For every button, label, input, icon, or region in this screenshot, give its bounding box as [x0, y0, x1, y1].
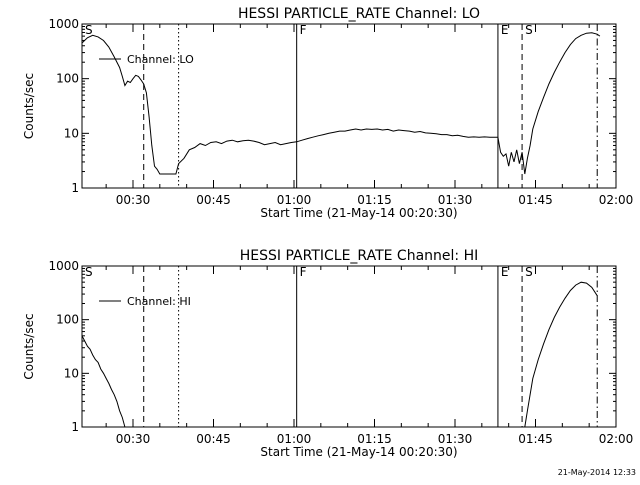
y-tick-label: 10 [64, 366, 79, 380]
x-tick-label: 02:00 [599, 432, 634, 446]
marker-label: F [300, 23, 307, 37]
x-axis-label: Start Time (21-May-14 00:20:30) [260, 445, 457, 459]
plot-frame [81, 23, 617, 189]
x-tick-label: 01:30 [438, 193, 473, 207]
y-tick-label: 100 [56, 72, 79, 86]
marker-label: F [300, 265, 307, 279]
x-tick-label: 02:00 [599, 193, 634, 207]
x-tick-label: 01:00 [277, 193, 312, 207]
chart-panel-2: HESSI PARTICLE_RATE Channel: HI 1 10 100 100… [22, 248, 633, 459]
y-tick-label: 100 [56, 313, 79, 327]
x-tick-label: 01:15 [357, 193, 392, 207]
y-axis-label: Counts/sec [22, 313, 36, 379]
timestamp-footer: 21-May-2014 12:33 [557, 468, 636, 477]
y-tick-label: 1 [71, 181, 79, 195]
chart-panel-1: HESSI PARTICLE_RATE Channel: LO 1 10 100 100… [22, 6, 633, 220]
x-tick-label: 00:30 [116, 432, 151, 446]
x-tick-label: 01:00 [277, 432, 312, 446]
chart-title: HESSI PARTICLE_RATE Channel: HI [240, 248, 478, 264]
x-tick-label: 01:30 [438, 432, 473, 446]
marker-label: S [85, 23, 93, 37]
x-tick-label: 01:45 [518, 432, 553, 446]
marker-label: S [85, 265, 93, 279]
x-axis-label: Start Time (21-May-14 00:20:30) [260, 206, 457, 220]
marker-label: E [501, 23, 509, 37]
legend-label: Channel: HI [127, 295, 191, 308]
x-tick-label: 00:45 [196, 193, 231, 207]
x-tick-label: 01:45 [518, 193, 553, 207]
marker-label: E [501, 265, 509, 279]
x-tick-label: 00:30 [116, 193, 151, 207]
series-line [81, 335, 126, 428]
marker-label: S [525, 265, 533, 279]
legend-label: Channel: LO [127, 53, 194, 66]
x-tick-label: 00:45 [196, 432, 231, 446]
marker-label: S [525, 23, 533, 37]
chart-title: HESSI PARTICLE_RATE Channel: LO [238, 6, 480, 22]
x-tick-label: 01:15 [357, 432, 392, 446]
y-tick-label: 1000 [48, 17, 79, 31]
y-tick-label: 10 [64, 126, 79, 140]
series-line [524, 281, 598, 428]
y-tick-label: 1 [71, 420, 79, 434]
y-axis-label: Counts/sec [22, 73, 36, 139]
series-line [81, 32, 601, 175]
y-tick-label: 1000 [48, 259, 79, 273]
plot-frame [81, 265, 617, 428]
